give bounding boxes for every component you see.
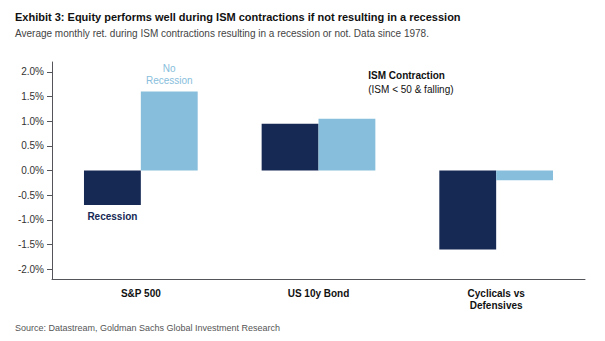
svg-text:0.5%: 0.5% xyxy=(21,140,44,151)
svg-text:ISM Contraction: ISM Contraction xyxy=(368,70,445,81)
svg-text:2.0%: 2.0% xyxy=(21,66,44,77)
svg-text:0.0%: 0.0% xyxy=(21,165,44,176)
svg-text:-2.0%: -2.0% xyxy=(18,264,44,275)
svg-text:Defensives: Defensives xyxy=(470,300,523,311)
svg-text:-1.0%: -1.0% xyxy=(18,214,44,225)
svg-text:(ISM < 50 & falling): (ISM < 50 & falling) xyxy=(368,84,453,95)
svg-text:Exhibit 3: Equity performs wel: Exhibit 3: Equity performs well during I… xyxy=(15,11,461,23)
svg-text:Source: Datastream, Goldman Sa: Source: Datastream, Goldman Sachs Global… xyxy=(15,323,280,333)
svg-text:No: No xyxy=(163,63,176,74)
svg-text:-0.5%: -0.5% xyxy=(18,190,44,201)
svg-text:1.5%: 1.5% xyxy=(21,91,44,102)
svg-text:S&P 500: S&P 500 xyxy=(121,288,161,299)
svg-text:US 10y Bond: US 10y Bond xyxy=(288,288,350,299)
svg-text:-1.5%: -1.5% xyxy=(18,239,44,250)
svg-text:Recession: Recession xyxy=(87,211,137,222)
svg-text:Cyclicals vs: Cyclicals vs xyxy=(468,288,526,299)
svg-text:Average monthly ret. during IS: Average monthly ret. during ISM contract… xyxy=(15,28,429,39)
svg-text:Recession: Recession xyxy=(146,75,193,86)
svg-text:1.0%: 1.0% xyxy=(21,116,44,127)
